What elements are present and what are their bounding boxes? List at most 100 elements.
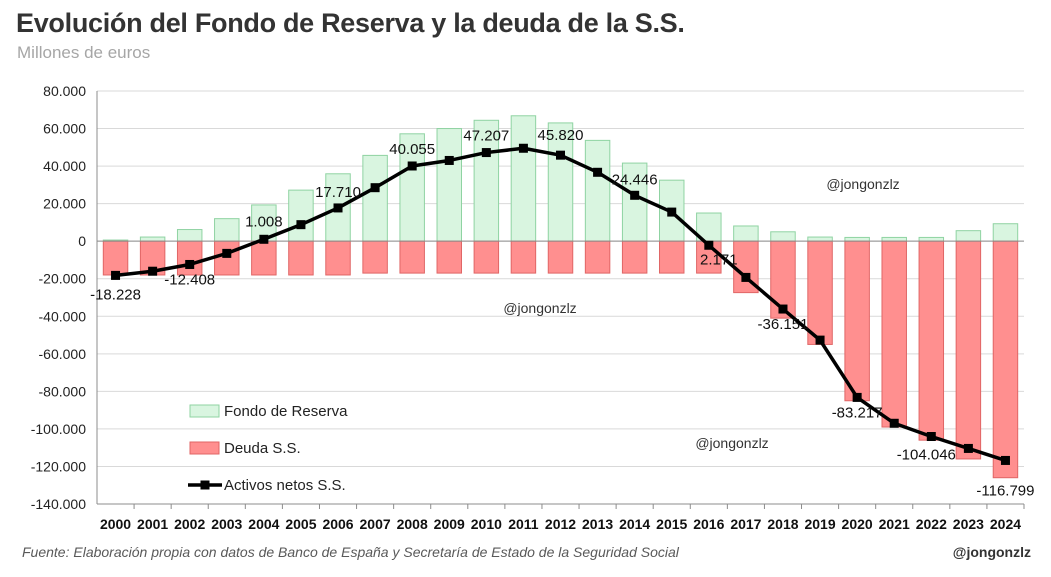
bar-deuda	[473, 240, 500, 274]
bar-deuda	[214, 240, 240, 276]
legend-label: Fondo de Reserva	[224, 403, 348, 420]
bar-fondo-reserva	[770, 231, 796, 242]
line-marker	[963, 443, 973, 453]
legend-swatch-deuda	[189, 441, 220, 455]
x-tick-label: 2017	[730, 516, 761, 532]
bar-deuda	[881, 240, 907, 428]
bar-fondo-reserva	[510, 115, 537, 242]
data-label: 2.171	[700, 251, 738, 268]
line-marker	[333, 203, 343, 213]
x-tick-label: 2010	[471, 516, 502, 532]
line-marker	[667, 207, 677, 217]
x-tick-label: 2007	[360, 516, 391, 532]
x-axis-ticks: 2000 2001 2002 2003 2004 2005 2006 2007 2008 2009…	[100, 504, 1025, 532]
line-marker	[889, 418, 899, 428]
legend-label: Activos netos S.S.	[224, 477, 346, 494]
bar-deuda	[251, 240, 277, 276]
y-tick-label: -80.000	[39, 383, 87, 399]
y-tick-label: 40.000	[43, 158, 86, 174]
y-axis-ticks: 80.000 60.000 40.000 20.000 0 -20.000 -40.000 -…	[31, 83, 86, 512]
y-tick-label: -100.000	[31, 421, 86, 437]
bar-fondo-reserva	[621, 162, 648, 242]
line-marker	[259, 234, 269, 244]
line-marker	[630, 190, 640, 200]
bar-deuda	[547, 240, 574, 274]
data-label: -104.046	[897, 447, 956, 464]
line-marker	[741, 272, 751, 282]
y-tick-label: -120.000	[31, 458, 86, 474]
bar-deuda	[621, 240, 648, 274]
y-tick-label: -140.000	[31, 496, 86, 512]
line-marker	[222, 248, 232, 258]
bar-fondo-reserva	[547, 122, 574, 242]
source-note: Fuente: Elaboración propia con datos de …	[22, 544, 679, 560]
author-handle: @jongonzlz	[952, 544, 1031, 560]
bar-fondo-reserva	[918, 236, 945, 242]
line-marker	[518, 143, 528, 153]
line-marker	[778, 304, 788, 314]
y-tick-label: 60.000	[43, 121, 86, 137]
data-label: 40.055	[389, 141, 435, 158]
bar-deuda	[659, 240, 685, 274]
watermark: @jongonzlz	[826, 176, 899, 192]
x-tick-label: 2023	[953, 516, 984, 532]
bar-fondo-reserva	[436, 128, 462, 242]
line-marker	[852, 392, 862, 402]
bar-deuda	[176, 240, 203, 276]
line-marker	[556, 150, 565, 160]
line-series	[111, 143, 1010, 465]
y-tick-label: 80.000	[43, 83, 86, 99]
line-marker	[370, 183, 380, 193]
x-tick-label: 2004	[248, 516, 279, 532]
bar-deuda	[918, 240, 945, 441]
data-label: -12.408	[164, 271, 215, 288]
bar-fondo-reserva	[214, 218, 240, 242]
line-marker	[593, 167, 603, 177]
data-label: -83.217	[832, 404, 883, 421]
y-tick-label: -20.000	[39, 271, 87, 287]
data-label: 47.207	[463, 128, 509, 145]
bar-deuda	[992, 240, 1019, 479]
x-tick-label: 2006	[322, 516, 353, 532]
bar-fondo-reserva	[288, 189, 314, 242]
legend: Fondo de Reserva Deuda S.S. Activos netos …	[188, 403, 348, 494]
bar-fondo-reserva	[176, 229, 203, 242]
bar-fondo-reserva	[733, 225, 759, 242]
line-marker	[111, 270, 121, 280]
chart-title: Evolución del Fondo de Reserva y la deud…	[16, 8, 685, 38]
bar-fondo-reserva	[844, 236, 870, 242]
x-tick-label: 2000	[100, 516, 131, 532]
x-tick-label: 2019	[804, 516, 835, 532]
bars	[102, 115, 1019, 479]
bar-deuda	[807, 240, 833, 345]
watermarks: @jongonzlz @jongonzlz @jongonzlz	[503, 176, 899, 451]
line-marker	[444, 155, 454, 165]
x-tick-label: 2005	[285, 516, 316, 532]
bar-fondo-reserva	[881, 236, 907, 242]
bar-deuda	[955, 240, 982, 460]
legend-swatch-marker	[200, 480, 210, 490]
bar-fondo-reserva	[399, 133, 425, 242]
data-label: 17.710	[315, 184, 361, 201]
data-label: -116.799	[976, 482, 1034, 499]
line-marker	[1000, 455, 1010, 465]
legend-label: Deuda S.S.	[224, 440, 301, 457]
y-tick-label: 0	[78, 233, 86, 249]
bar-deuda	[102, 240, 129, 276]
line-marker	[815, 335, 825, 345]
x-tick-label: 2016	[693, 516, 724, 532]
x-tick-label: 2008	[397, 516, 428, 532]
bar-fondo-reserva	[955, 230, 982, 242]
x-tick-label: 2014	[619, 516, 650, 532]
bar-deuda	[436, 240, 462, 274]
x-tick-label: 2003	[211, 516, 242, 532]
bar-deuda	[288, 240, 314, 276]
y-tick-label: 20.000	[43, 196, 86, 212]
bar-deuda	[510, 240, 537, 274]
watermark: @jongonzlz	[695, 435, 768, 451]
bar-fondo-reserva	[807, 236, 833, 242]
line-marker	[704, 240, 714, 250]
x-tick-label: 2022	[916, 516, 947, 532]
line-marker	[148, 266, 158, 276]
